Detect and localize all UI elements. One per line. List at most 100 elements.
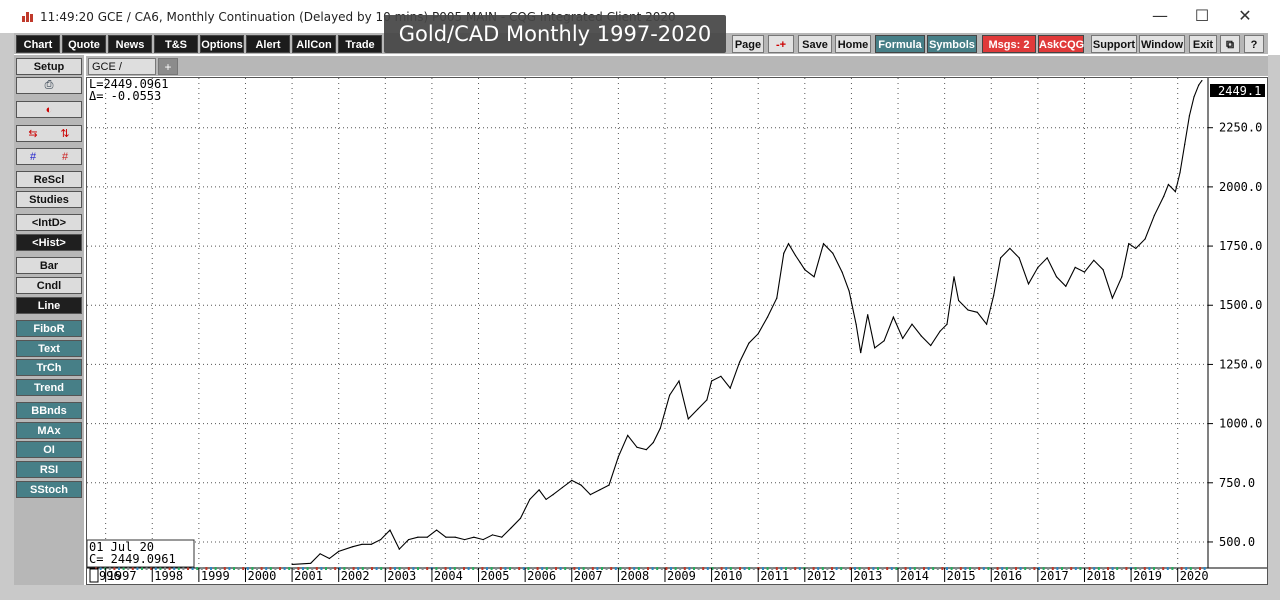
data-point: [706, 399, 708, 401]
time-and-sales-button[interactable]: T&S: [154, 35, 198, 53]
data-point: [799, 262, 801, 264]
home-button[interactable]: Home: [835, 35, 871, 53]
link-arrows-button[interactable]: -+: [768, 35, 794, 53]
month-marker: [808, 567, 810, 570]
minimize-icon[interactable]: —: [1152, 6, 1168, 25]
grid-layer: [87, 78, 1208, 568]
swap-horizontal-icon[interactable]: ⇆: [28, 128, 38, 140]
data-point: [417, 536, 419, 538]
quote-button[interactable]: Quote: [62, 35, 106, 53]
data-point: [636, 446, 638, 448]
exit-button[interactable]: Exit: [1189, 35, 1217, 53]
month-marker: [840, 567, 843, 570]
month-marker: [1116, 567, 1119, 570]
moving-average-button[interactable]: MAx: [16, 422, 82, 439]
xtick-label: 1998: [154, 569, 183, 583]
options-button[interactable]: Options: [200, 35, 244, 53]
trade-button[interactable]: Trade: [338, 35, 382, 53]
month-marker: [775, 567, 778, 570]
help-button[interactable]: ?: [1244, 35, 1264, 53]
month-marker: [743, 567, 746, 570]
month-marker: [1028, 567, 1031, 570]
studies-button[interactable]: Studies: [16, 191, 82, 208]
data-point: [1083, 271, 1086, 273]
month-marker: [923, 567, 925, 570]
text-tool-button[interactable]: Text: [16, 340, 82, 357]
xtick-label: 2018: [1086, 569, 1115, 583]
month-marker: [642, 567, 645, 570]
month-marker: [785, 567, 787, 570]
data-point: [589, 494, 591, 496]
month-marker: [766, 567, 769, 570]
rescale-button[interactable]: ReScl: [16, 171, 82, 188]
month-marker: [274, 567, 277, 570]
trend-line-button[interactable]: Trend: [16, 379, 82, 396]
slow-stochastic-button[interactable]: SStoch: [16, 481, 82, 498]
line-chart-button[interactable]: Line: [16, 297, 82, 314]
bollinger-bands-button[interactable]: BBnds: [16, 402, 82, 419]
month-marker: [867, 567, 870, 570]
candle-chart-button[interactable]: Cndl: [16, 277, 82, 294]
add-tab-button[interactable]: +: [158, 58, 178, 75]
chart-button[interactable]: Chart: [16, 35, 60, 53]
month-marker: [141, 567, 143, 570]
bar-chart-button[interactable]: Bar: [16, 257, 82, 274]
month-marker: [118, 567, 120, 570]
last-price-readout: L=2449.0961: [89, 78, 168, 91]
month-marker: [877, 567, 879, 570]
symbols-button[interactable]: Symbols: [927, 35, 977, 53]
data-point: [953, 276, 955, 278]
print-button[interactable]: ⎙: [16, 77, 82, 94]
cursor-date-readout: 01 Jul 20: [89, 540, 154, 554]
month-marker: [545, 567, 548, 570]
month-marker: [955, 567, 958, 570]
series-line: [292, 80, 1203, 565]
askcqg-button[interactable]: AskCQG: [1038, 35, 1084, 53]
data-point: [519, 517, 522, 519]
month-marker: [1088, 567, 1091, 570]
allcon-button[interactable]: AllCon: [292, 35, 336, 53]
alert-button[interactable]: Alert: [246, 35, 290, 53]
restore-icon[interactable]: ⧉: [1220, 35, 1240, 53]
grid-zoom-out-icon[interactable]: #: [29, 150, 37, 163]
data-point: [804, 269, 806, 271]
chart-tab-gce-ca6[interactable]: GCE / CA6,M: [88, 58, 156, 89]
month-marker: [260, 567, 263, 570]
month-marker: [656, 567, 659, 570]
setup-button[interactable]: Setup: [16, 58, 82, 75]
formula-button[interactable]: Formula: [875, 35, 925, 53]
trend-channel-button[interactable]: TrCh: [16, 359, 82, 376]
maximize-icon[interactable]: ☐: [1194, 6, 1210, 25]
intraday-button[interactable]: <IntD>: [16, 214, 82, 231]
month-marker: [1097, 567, 1100, 570]
month-marker: [973, 567, 976, 570]
month-marker: [1074, 567, 1077, 570]
month-marker: [693, 567, 695, 570]
month-marker: [297, 567, 300, 570]
month-marker: [1148, 567, 1151, 570]
close-icon[interactable]: ✕: [1238, 6, 1252, 25]
grid-zoom-in-icon[interactable]: #: [61, 150, 69, 163]
fibonacci-button[interactable]: FiboR: [16, 320, 82, 337]
swap-vertical-icon[interactable]: ⇅: [60, 128, 70, 140]
window-button[interactable]: Window: [1139, 35, 1185, 53]
xtick-label: 2002: [341, 569, 370, 583]
messages-button[interactable]: Msgs: 2: [982, 35, 1036, 53]
price-chart[interactable]: 2250.0 2000.0 1750.0 1500.0 1250.0 1000.0 750.…: [58, 77, 1267, 584]
ytick-label: 750.0: [1219, 476, 1255, 490]
support-button[interactable]: Support: [1091, 35, 1137, 53]
news-button[interactable]: News: [108, 35, 152, 53]
month-marker: [357, 567, 360, 570]
open-interest-button[interactable]: OI: [16, 441, 82, 458]
month-marker: [403, 567, 406, 570]
historical-button[interactable]: <Hist>: [16, 234, 82, 251]
month-marker: [265, 567, 268, 570]
chart-area[interactable]: 2250.0 2000.0 1750.0 1500.0 1250.0 1000.0 750.…: [58, 77, 1268, 585]
month-marker: [99, 567, 102, 570]
month-marker: [844, 567, 847, 570]
data-point: [1144, 238, 1146, 240]
rsi-button[interactable]: RSI: [16, 461, 82, 478]
cursor-mode-button[interactable]: ◐: [16, 101, 82, 118]
save-button[interactable]: Save: [798, 35, 832, 53]
page-button[interactable]: Page: [732, 35, 764, 53]
